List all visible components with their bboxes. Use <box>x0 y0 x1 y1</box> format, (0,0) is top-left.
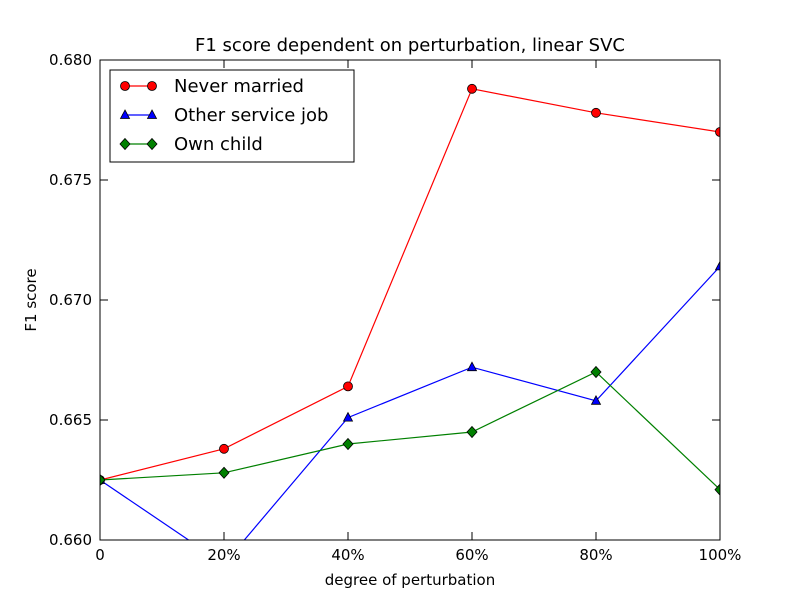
data-point <box>219 443 229 454</box>
data-point <box>590 365 602 379</box>
series-line <box>100 88 720 481</box>
y-tick-label: 0.675 <box>49 171 92 189</box>
series-own-child <box>100 365 720 496</box>
series-other-service-job <box>100 260 720 540</box>
legend-marker <box>119 137 131 151</box>
data-point <box>342 411 354 422</box>
data-point <box>715 127 720 137</box>
data-point <box>590 394 602 405</box>
y-tick-label: 0.680 <box>49 51 92 69</box>
y-tick-label: 0.665 <box>49 411 92 429</box>
data-point <box>218 466 230 479</box>
legend-label: Other service job <box>174 105 328 126</box>
legend-marker <box>120 81 130 91</box>
series-never-married <box>100 83 720 485</box>
y-axis-label: F1 score <box>22 268 40 331</box>
x-tick-label: 100% <box>699 546 742 564</box>
legend-marker <box>119 109 131 119</box>
x-tick-label: 60% <box>455 546 488 564</box>
data-point <box>343 381 353 392</box>
y-tick-label: 0.670 <box>49 291 92 309</box>
y-tick-label: 0.660 <box>49 531 92 549</box>
legend-marker <box>147 81 157 91</box>
data-point <box>342 437 354 451</box>
series-line <box>100 371 720 491</box>
legend-item: Own child <box>119 134 263 155</box>
data-point <box>466 361 478 372</box>
chart-title: F1 score dependent on perturbation, line… <box>195 35 625 56</box>
x-tick-label: 0 <box>95 546 105 564</box>
legend-item: Never married <box>120 76 304 97</box>
x-tick-label: 80% <box>579 546 612 564</box>
legend-marker <box>146 137 158 151</box>
data-point <box>467 83 477 94</box>
data-point <box>714 260 720 271</box>
legend-item: Other service job <box>119 105 328 126</box>
data-point <box>591 107 601 118</box>
legend-marker <box>146 109 158 119</box>
legend-label: Never married <box>174 76 304 97</box>
x-axis-label: degree of perturbation <box>325 571 495 589</box>
series-line <box>100 265 720 540</box>
data-point <box>466 425 478 439</box>
data-point <box>714 483 720 496</box>
x-tick-label: 20% <box>207 546 240 564</box>
legend-label: Own child <box>174 134 263 155</box>
legend: Never married Other service job Own child <box>109 69 355 163</box>
data-point <box>100 473 106 487</box>
x-tick-label: 40% <box>331 546 364 564</box>
